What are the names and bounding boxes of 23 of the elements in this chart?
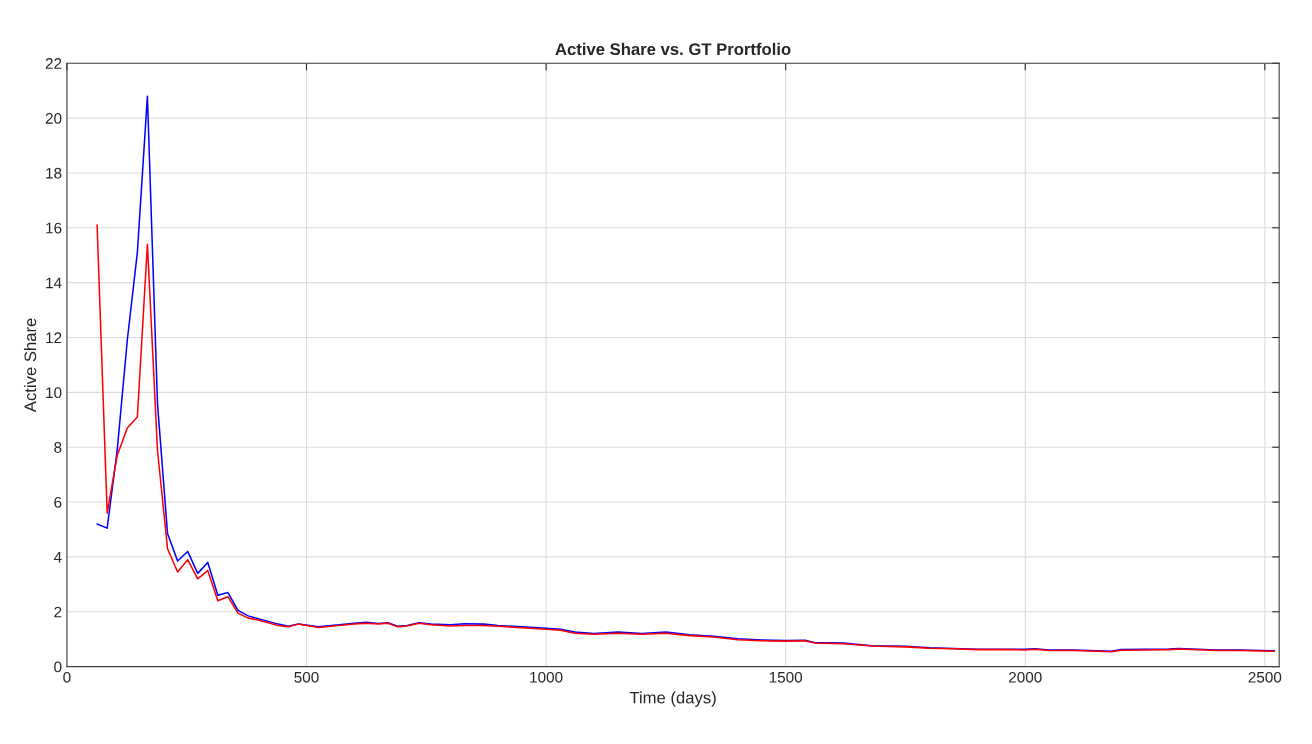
y-tick-label: 10 — [46, 387, 62, 399]
y-tick-label: 20 — [45, 112, 62, 124]
chart-title: Active Share vs. GT Prortfolio — [555, 42, 791, 56]
y-tick-label: 16 — [46, 222, 62, 234]
x-tick-label: 2000 — [1009, 671, 1042, 683]
y-tick-label: 22 — [45, 58, 62, 69]
y-tick-label: 8 — [54, 442, 62, 453]
x-tick-label: 1000 — [530, 671, 563, 683]
y-tick-label: 12 — [46, 332, 62, 344]
y-tick-label: 14 — [46, 277, 62, 289]
x-tick-label: 500 — [294, 671, 319, 683]
x-tick-label: 1500 — [769, 671, 803, 683]
y-tick-label: 4 — [53, 551, 62, 563]
x-tick-label: 2500 — [1248, 671, 1282, 683]
y-axis-title: Active Share — [23, 318, 37, 413]
y-tick-label: 6 — [54, 496, 62, 508]
line-series — [96, 95, 1276, 653]
x-axis-title: Time (days) — [629, 691, 716, 707]
line-series — [96, 224, 1276, 653]
y-tick-label: 18 — [46, 167, 62, 179]
y-tick-label: 0 — [54, 661, 62, 673]
y-tick-label: 2 — [54, 606, 62, 618]
x-tick-label: 0 — [63, 671, 71, 683]
